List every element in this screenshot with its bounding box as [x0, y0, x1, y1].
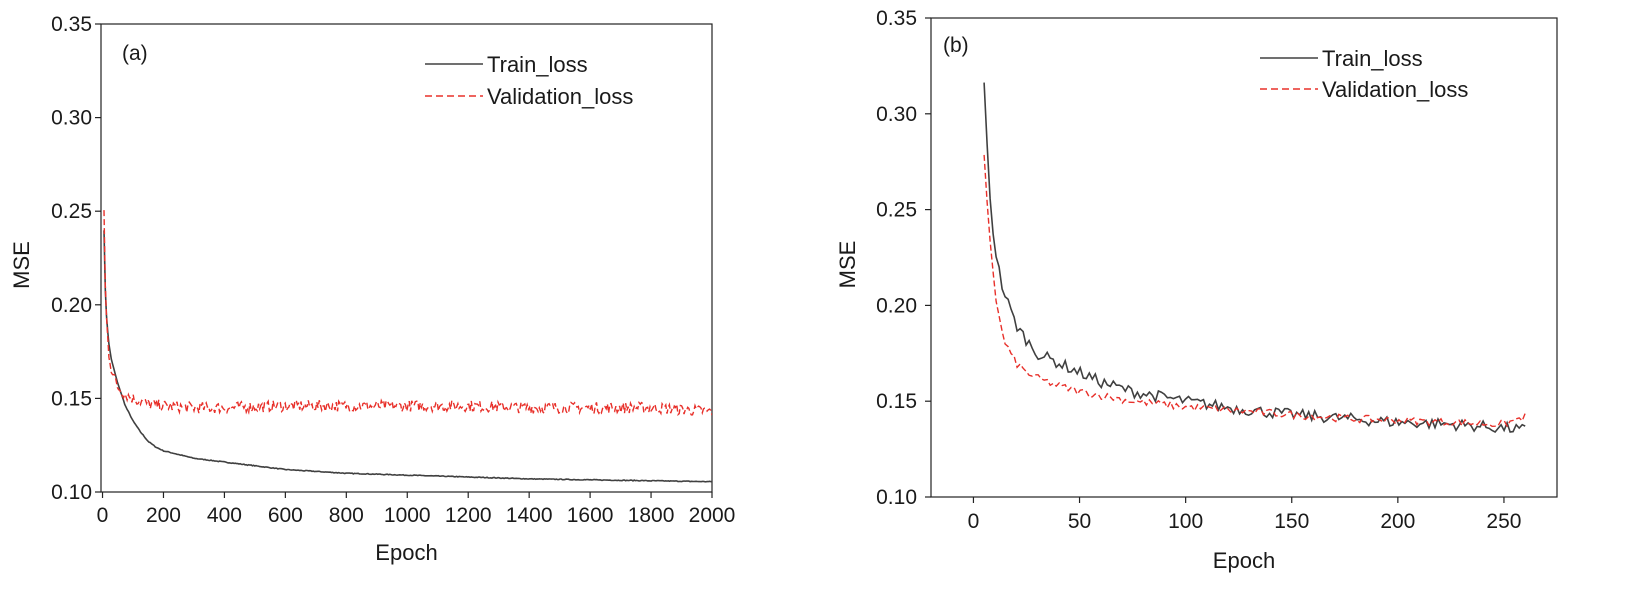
x-tick-label: 1800	[628, 504, 675, 527]
x-tick-label: 150	[1274, 510, 1309, 533]
x-tick-label: 1200	[445, 504, 492, 527]
y-tick-label: 0.15	[876, 390, 917, 413]
y-tick-label: 0.25	[876, 199, 917, 222]
x-axis-label: Epoch	[1213, 548, 1275, 573]
y-tick-label: 0.35	[876, 7, 917, 30]
y-axis-label: MSE	[835, 241, 860, 289]
y-tick-label: 0.15	[51, 387, 92, 410]
x-tick-label: 1000	[384, 504, 431, 527]
series-line-train-loss	[103, 230, 712, 483]
series-line-train-loss	[983, 82, 1526, 433]
y-tick-label: 0.35	[51, 13, 92, 36]
x-tick-label: 1400	[506, 504, 553, 527]
panel-label: (a)	[122, 42, 148, 65]
y-tick-label: 0.30	[51, 107, 92, 130]
x-tick-label: 50	[1068, 510, 1091, 533]
series-line-validation-loss	[983, 154, 1526, 428]
x-tick-label: 400	[207, 504, 242, 527]
legend-label: Validation_loss	[1322, 77, 1468, 102]
legend-label: Train_loss	[487, 52, 588, 77]
x-tick-label: 0	[97, 504, 109, 527]
chart-panel-b: 0 50 100 150 200 250 0.10 0.15 0.20 0.25 0.30 0.35 E…	[835, 7, 1558, 573]
plot-frame	[100, 23, 713, 493]
chart-panel-a: 0 200 400 600 800 1000 1200 1400 1600 1800 2000 0.1…	[9, 13, 735, 565]
y-tick-label: 0.30	[876, 103, 917, 126]
legend-label: Validation_loss	[487, 84, 633, 109]
x-tick-label: 2000	[689, 504, 736, 527]
panel-label: (b)	[943, 34, 969, 57]
legend-label: Train_loss	[1322, 46, 1423, 71]
x-tick-label: 1600	[567, 504, 614, 527]
y-tick-label: 0.20	[876, 294, 917, 317]
x-tick-label: 0	[968, 510, 980, 533]
y-tick-label: 0.10	[51, 481, 92, 504]
x-tick-label: 200	[1380, 510, 1415, 533]
y-tick-label: 0.25	[51, 200, 92, 223]
series-line-validation-loss	[103, 210, 712, 416]
x-tick-label: 100	[1168, 510, 1203, 533]
x-axis-label: Epoch	[375, 540, 437, 565]
x-tick-label: 200	[146, 504, 181, 527]
x-tick-label: 800	[329, 504, 364, 527]
y-tick-label: 0.10	[876, 486, 917, 509]
x-tick-label: 250	[1486, 510, 1521, 533]
y-tick-label: 0.20	[51, 294, 92, 317]
plot-frame	[930, 17, 1558, 498]
x-tick-label: 600	[268, 504, 303, 527]
y-axis-label: MSE	[9, 241, 34, 289]
